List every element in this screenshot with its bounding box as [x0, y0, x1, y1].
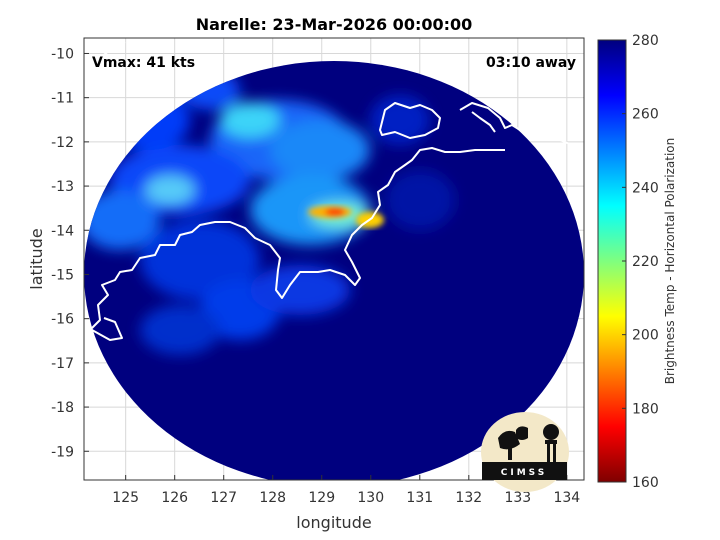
- colorbar-tick-label: 280: [632, 33, 659, 49]
- y-tick-label: -11: [51, 91, 74, 107]
- vmax-label: Vmax: 41 kts: [92, 55, 195, 71]
- colorbar-ticks: 280 260 240 220 200 180 160: [622, 33, 659, 491]
- y-axis-ticks: -10 -11 -12 -13 -14 -15 -16 -17 -18 -19: [51, 46, 89, 460]
- colorbar-tick-label: 240: [632, 180, 659, 196]
- time-away-label: 03:10 away: [486, 55, 576, 71]
- y-tick-label: -10: [51, 46, 74, 62]
- x-tick-label: 128: [259, 490, 286, 506]
- axes-frame: [83, 37, 585, 481]
- x-tick-label: 129: [308, 490, 335, 506]
- colorbar: [597, 39, 627, 483]
- y-tick-label: -19: [51, 444, 74, 460]
- cimss-logo: CIMSS: [481, 412, 569, 492]
- y-tick-label: -16: [51, 312, 74, 328]
- svg-text:CIMSS: CIMSS: [501, 468, 547, 478]
- colorbar-tick-label: 260: [632, 107, 659, 123]
- y-tick-label: -15: [51, 267, 74, 283]
- coastline: [89, 41, 573, 341]
- y-axis-label: latitude: [27, 228, 46, 289]
- x-tick-label: 131: [406, 490, 433, 506]
- chart-title: Narelle: 23-Mar-2026 00:00:00: [196, 15, 473, 34]
- y-tick-label: -13: [51, 179, 74, 195]
- colorbar-tick-label: 220: [632, 254, 659, 270]
- colorbar-tick-label: 180: [632, 401, 659, 417]
- y-tick-label: -18: [51, 400, 74, 416]
- x-tick-label: 125: [112, 490, 139, 506]
- colorbar-tick-label: 200: [632, 328, 659, 344]
- x-tick-label: 127: [210, 490, 237, 506]
- x-tick-label: 130: [357, 490, 384, 506]
- x-tick-label: 132: [455, 490, 482, 506]
- x-tick-label: 133: [504, 490, 531, 506]
- colorbar-tick-label: 160: [632, 475, 659, 491]
- colorbar-label: Brightness Temp - Horizontal Polarizatio…: [663, 138, 677, 385]
- y-tick-label: -12: [51, 135, 74, 151]
- x-tick-label: 126: [161, 490, 188, 506]
- x-axis-ticks: 125 126 127 128 129 130 131 132 133 134: [112, 475, 580, 506]
- y-tick-label: -17: [51, 356, 74, 372]
- x-axis-label: longitude: [296, 513, 371, 532]
- x-tick-label: 134: [553, 490, 580, 506]
- y-tick-label: -14: [51, 223, 74, 239]
